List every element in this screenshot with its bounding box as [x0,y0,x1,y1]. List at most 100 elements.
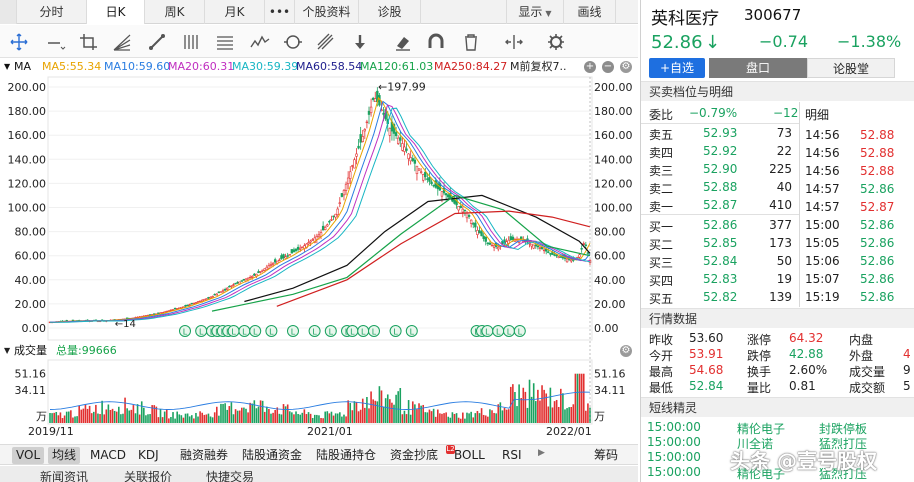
tab-ma[interactable]: 均线 [48,447,81,464]
tab-intraday[interactable]: 分时 [17,0,87,24]
settings-gear-icon[interactable] [545,32,567,52]
candle-body [346,177,350,184]
volume-bar [568,407,570,423]
link-icon[interactable] [147,32,169,52]
tab-order-book[interactable]: 盘口 [709,58,807,78]
arrow-down-icon[interactable] [349,32,371,52]
volume-bar [249,402,251,423]
candle-body [553,254,556,256]
volume-bar [126,408,128,423]
volume-bar [136,404,139,423]
tab-forum[interactable]: 论股堂 [807,58,895,78]
wave-icon[interactable] [249,32,271,52]
volume-bar [305,414,308,423]
volume-bar [90,413,93,423]
tab-kdj[interactable]: KDJ [138,448,159,462]
pitchfork-icon[interactable] [315,32,337,52]
candle-body [361,136,364,142]
tab-news[interactable]: 新闻资讯 [40,470,89,482]
volume-bar [399,388,402,423]
display-label: 显示 [518,5,543,19]
volume-settings-icon[interactable]: ⚙ [620,345,632,357]
candle-body [349,171,352,179]
candle-body [576,256,579,259]
tab-weekly-k[interactable]: 周K [145,0,205,24]
sprite-time: 15:00:00 [647,420,701,434]
peak-annotation: ←197.99 [378,80,426,93]
candle-body [371,97,375,100]
sprite-time: 15:00:00 [647,465,701,479]
line-segment-icon[interactable] [45,32,67,52]
sprite-time: 15:00:00 [647,435,701,449]
eraser-icon[interactable] [392,32,414,52]
crosshair-icon[interactable] [8,32,30,52]
volume-bar [282,404,285,423]
candle-body [296,246,300,250]
volume-bar [451,412,454,423]
tab-related-quotes[interactable]: 关联报价 [124,470,173,482]
tab-monthly-k[interactable]: 月K [205,0,265,24]
candle-body [288,254,291,256]
zoom-out-button[interactable]: − [602,61,614,73]
candle-body [344,183,348,191]
collapse-triangle-icon[interactable]: ▼ [4,62,11,71]
tab-boll[interactable]: BOLL [454,448,485,462]
event-badge-label: L [361,328,366,337]
tab-vol[interactable]: VOL [12,447,45,464]
kline-chart[interactable]: 200.00 200.00 180.00 180.00 160.00 160.00 140.… [0,0,638,482]
volume-bar [334,413,337,423]
sprite-stock: 川全诺 [737,437,774,451]
volume-bar [543,389,545,423]
candle-body [307,242,310,245]
volume-bar [555,399,558,423]
volume-bar [564,409,566,423]
tab-macd[interactable]: MACD [90,448,126,462]
quote-value: 42.88 [789,347,824,361]
add-watchlist-button[interactable]: +自选 [649,58,705,78]
candle-body [530,243,533,247]
chip-distribution-button[interactable]: 筹码 [594,448,619,462]
more-periods-button[interactable]: ••• [265,0,295,24]
tab-quick-trade[interactable]: 快捷交易 [206,470,255,482]
tab-stock-profile[interactable]: 个股资料 [295,0,359,24]
tab-bottom-fishing[interactable]: 资金抄底 [390,448,439,462]
y-tick-label-right: 180.00 [594,105,633,118]
candle-body [486,242,490,245]
volume-bar [76,416,78,423]
tick-price: 52.86 [860,290,895,304]
adjust-mode-label[interactable]: M前复权7.. [510,60,567,73]
volume-bar [163,411,166,423]
tab-rsi[interactable]: RSI [502,448,522,462]
volume-bar [378,386,381,423]
candle-body [413,159,417,164]
tab-daily-k[interactable]: 日K [87,0,145,24]
volume-bar [572,404,575,423]
split-view-icon[interactable] [503,32,525,52]
collapse-handle[interactable] [0,0,17,24]
volume-bar [407,400,410,423]
candle-body [153,313,156,315]
text-lines-icon[interactable] [214,32,236,52]
tab-hk-flow[interactable]: 陆股通资金 [242,448,303,462]
tab-diagnosis[interactable]: 诊股 [359,0,421,24]
volume-bar [280,414,283,423]
chart-settings-icon[interactable]: ⚙ [620,61,632,73]
crop-icon[interactable] [78,32,100,52]
collapse-triangle-icon[interactable]: ▼ [4,346,11,355]
fan-lines-icon[interactable] [111,32,133,52]
magnet-icon[interactable] [425,32,447,52]
volume-header: ▼ 成交量 总量:99666 ⚙ [0,343,638,359]
parallel-lines-icon[interactable] [181,32,203,52]
tab-margin[interactable]: 融资融券 [180,448,229,462]
display-menu[interactable]: 显示 ▼ [506,0,564,24]
draw-line-button[interactable]: 画线 [564,0,616,24]
scroll-right-icon[interactable]: ▶ [538,448,545,458]
cycle-icon[interactable] [282,32,304,52]
zoom-in-button[interactable]: + [584,61,596,73]
volume-bar [245,408,247,423]
volume-bar [391,402,393,423]
tab-hk-holding[interactable]: 陆股通持仓 [316,448,377,462]
candle-body [367,110,371,115]
trash-icon[interactable] [460,32,482,52]
event-badge-label: L [269,328,274,337]
